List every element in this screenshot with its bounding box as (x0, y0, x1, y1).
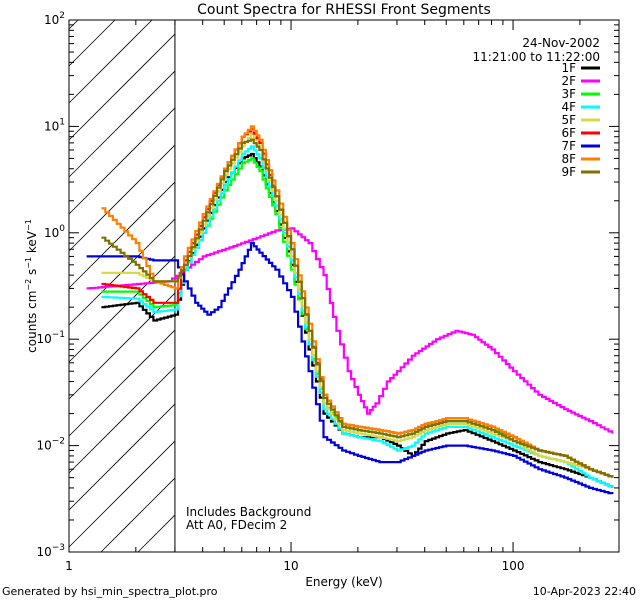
x-tick-label: 10 (283, 559, 298, 573)
y-tick-label: 100 (44, 224, 65, 240)
series-2F (86, 227, 614, 434)
legend-label: 2F (561, 74, 576, 88)
y-axis-label: counts cm−2 s−1 keV−1 (24, 219, 39, 353)
plot-frame (68, 19, 620, 553)
excluded-energy-region (68, 19, 176, 553)
y-tick-label: 10−3 (36, 543, 65, 559)
y-tick-label: 102 (44, 11, 65, 27)
y-tick-label: 10−1 (36, 330, 65, 346)
legend-label: 6F (561, 126, 576, 140)
y-tick-label: 10−2 (36, 437, 65, 453)
y-label-exp2: −1 (24, 257, 33, 269)
hatch-line (137, 514, 176, 553)
legend-label: 7F (561, 139, 576, 153)
hatch-line (68, 255, 176, 363)
legend-label: 1F (561, 61, 576, 75)
hatch-line (68, 19, 153, 104)
y-label-mid1: s (25, 269, 39, 279)
series-8F (101, 125, 614, 478)
hatch-line (100, 477, 176, 553)
series-4F (101, 145, 614, 488)
y-label-exp1: −2 (24, 279, 33, 291)
legend-label: 4F (561, 100, 576, 114)
x-axis-label: Energy (keV) (305, 575, 382, 589)
series-7F (86, 242, 614, 495)
legend-label: 9F (561, 165, 576, 179)
chart-title: Count Spectra for RHESSI Front Segments (197, 2, 491, 18)
annotation-background: Includes Background (186, 505, 311, 519)
y-label-mid2: keV (25, 230, 39, 257)
series-layer (86, 125, 614, 495)
hatch-line (68, 33, 176, 141)
hatch-line (68, 70, 176, 178)
x-tick-label: 100 (502, 559, 525, 573)
series-5F (101, 132, 614, 478)
hatch-line (68, 181, 176, 289)
legend-label: 8F (561, 152, 576, 166)
annotation-attenuator: Att A0, FDecim 2 (186, 518, 287, 532)
y-axis: 10−3 10−2 10−1 100 101 102 (36, 11, 619, 559)
y-tick-label: 101 (44, 117, 65, 133)
legend-label: 3F (561, 87, 576, 101)
hatch-line (68, 366, 176, 474)
y-label-base: counts cm (25, 291, 39, 353)
series-9F (101, 138, 614, 478)
chart-date: 24-Nov-2002 (522, 36, 600, 50)
x-axis: 1 10 100 (65, 20, 620, 573)
generated-by-note: Generated by hsi_min_spectra_plot.pro (2, 585, 218, 598)
hatch-line (68, 107, 176, 215)
footer-timestamp: 10-Apr-2023 22:40 (533, 585, 636, 598)
hatch-line (68, 19, 116, 67)
legend-label: 5F (561, 113, 576, 127)
hatch-line (68, 329, 176, 437)
hatch-line (68, 403, 176, 511)
hatch-line (68, 440, 176, 548)
x-tick-label: 1 (65, 559, 73, 573)
hatch-line (68, 144, 176, 252)
chart-time-range: 11:21:00 to 11:22:00 (473, 50, 600, 64)
y-label-exp3: −1 (24, 219, 33, 231)
